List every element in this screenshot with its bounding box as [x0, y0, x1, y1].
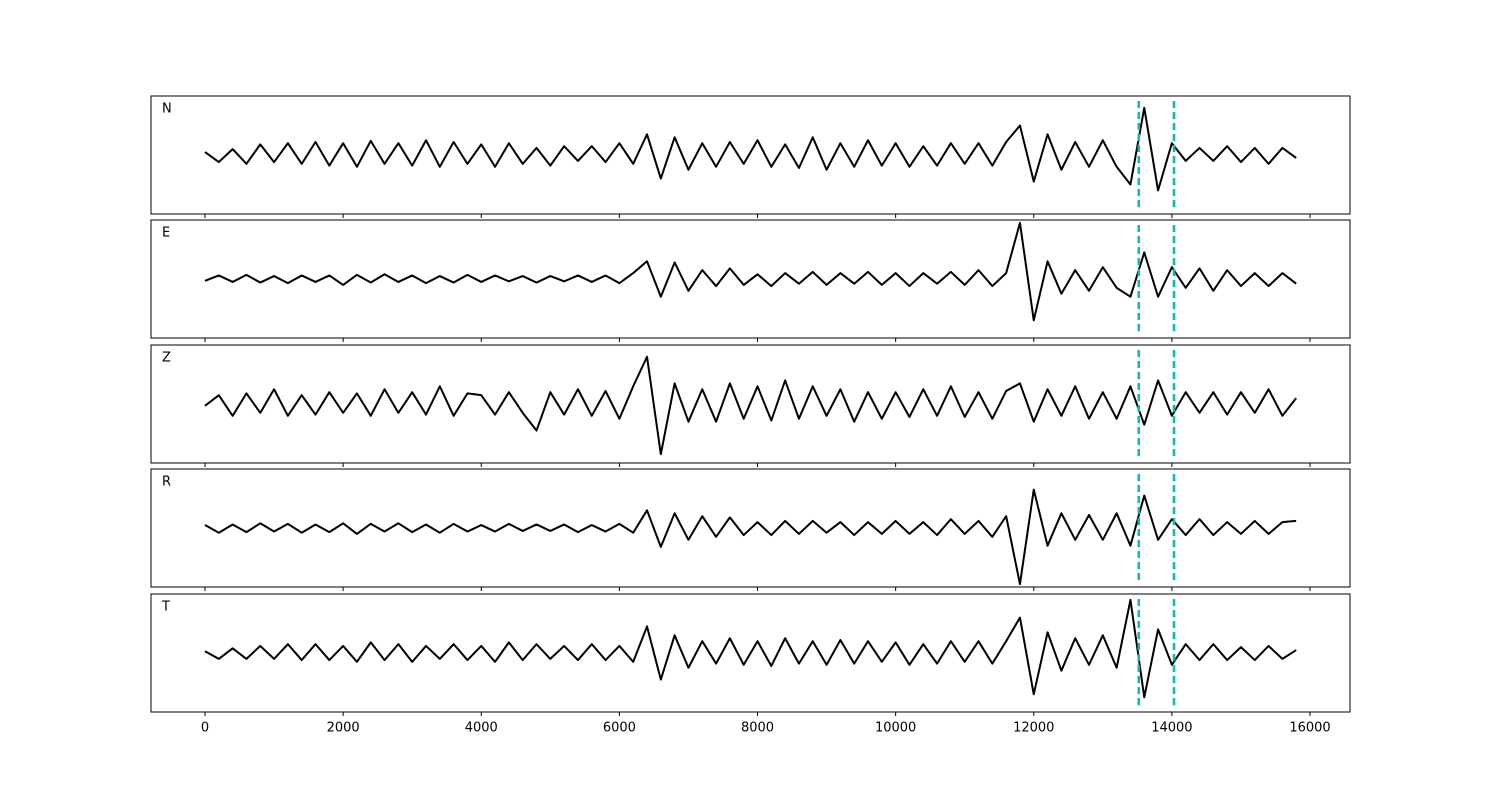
trace — [204, 488, 1297, 586]
panel-frame — [150, 95, 1351, 215]
x-tick-label: 10000 — [875, 721, 916, 736]
trace — [204, 355, 1297, 456]
x-tick-label: 0 — [201, 721, 209, 736]
trace — [204, 598, 1297, 699]
panel-label: E — [162, 226, 170, 241]
x-tick-label: 14000 — [1151, 721, 1192, 736]
panel-label: T — [161, 600, 170, 615]
panel-label: R — [162, 475, 171, 490]
x-tick-label: 12000 — [1013, 721, 1054, 736]
trace — [204, 221, 1297, 322]
x-tick-label: 8000 — [741, 721, 774, 736]
x-tick-label: 6000 — [603, 721, 636, 736]
x-tick-label: 4000 — [465, 721, 498, 736]
panel-label: Z — [162, 351, 171, 366]
panel-label: N — [162, 102, 172, 117]
x-tick-label: 16000 — [1289, 721, 1330, 736]
trace — [204, 106, 1297, 192]
x-tick-label: 2000 — [327, 721, 360, 736]
